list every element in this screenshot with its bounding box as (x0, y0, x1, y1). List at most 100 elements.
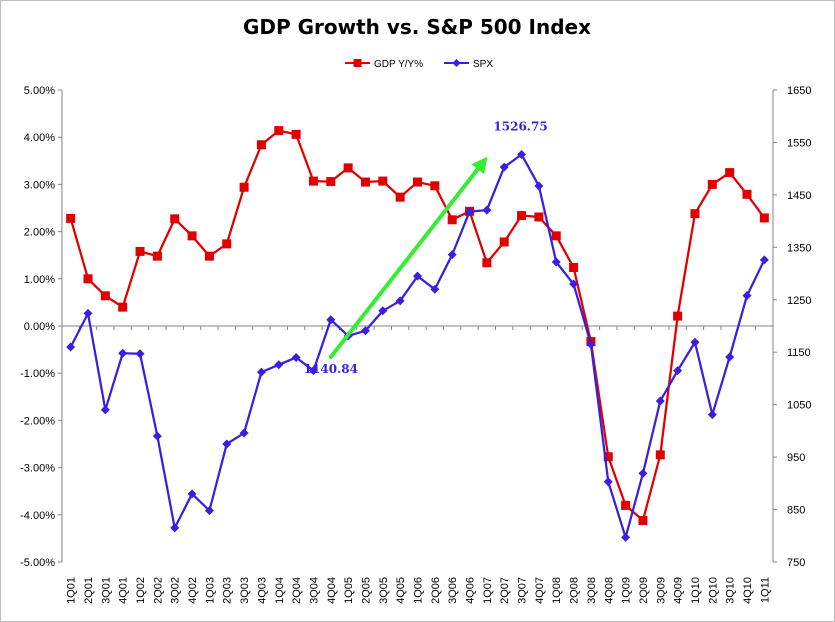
data-point (395, 192, 405, 202)
trend-arrow-line (328, 167, 480, 360)
annotation-label: 1526.75 (493, 120, 547, 134)
data-point (413, 271, 422, 281)
data-point (725, 352, 735, 362)
x-axis-category-label: 4Q02 (187, 577, 199, 604)
x-axis-category-label: 4Q07 (534, 577, 546, 604)
data-point (759, 213, 769, 223)
x-axis-category-label: 1Q03 (204, 577, 216, 604)
x-axis-category-label: 1Q04 (274, 577, 286, 604)
data-point (360, 177, 370, 187)
axes: -5.00% -4.00% -3.00% -2.00% -1.00% 0.00% 1.00%… (20, 85, 811, 604)
data-point (204, 506, 214, 516)
series-layer (66, 126, 769, 542)
data-point (569, 262, 579, 272)
x-axis-category-label: 3Q08 (586, 577, 598, 604)
x-axis-category-label: 2Q05 (360, 577, 372, 604)
x-axis-category-label: 2Q08 (569, 577, 581, 604)
x-axis-category-label: 1Q10 (690, 577, 702, 604)
x-axis-category-label: 4Q09 (673, 577, 685, 604)
data-point (378, 306, 388, 316)
data-point (152, 251, 162, 261)
data-point (170, 214, 180, 224)
data-point (690, 209, 700, 219)
x-axis-category-label: 1Q01 (66, 577, 78, 604)
data-point (308, 176, 318, 186)
legend-swatch-marker (452, 59, 461, 67)
data-point (586, 339, 596, 349)
data-point (66, 342, 76, 352)
x-axis-category-label: 3Q04 (308, 577, 320, 604)
data-point (690, 337, 700, 347)
data-point (655, 450, 665, 460)
right-axis-tick-label: 1350 (787, 242, 811, 254)
data-point (742, 291, 752, 301)
x-axis-category-label: 3Q02 (170, 577, 182, 604)
data-point (308, 366, 318, 376)
x-axis-category-label: 2Q04 (291, 577, 303, 604)
data-point (291, 129, 301, 139)
data-point (499, 237, 509, 247)
x-axis-category-label: 1Q06 (413, 577, 425, 604)
data-point (638, 515, 648, 525)
data-point (256, 140, 266, 150)
annotation-label: 1140.84 (304, 362, 358, 376)
data-point (222, 439, 232, 449)
x-axis-category-label: 4Q03 (256, 577, 268, 604)
x-axis-category-label: 1Q05 (343, 577, 355, 604)
legend-label: GDP Y/Y% (374, 59, 423, 70)
x-axis-category-label: 2Q09 (638, 577, 650, 604)
x-axis-category-label: 2Q07 (499, 577, 511, 604)
data-point (239, 182, 249, 192)
x-axis-category-label: 2Q06 (430, 577, 442, 604)
data-point (118, 302, 128, 312)
data-point (239, 428, 249, 438)
data-point (534, 181, 544, 191)
x-axis-category-label: 4Q06 (465, 577, 477, 604)
right-axis-tick-label: 1250 (787, 295, 811, 307)
left-axis-tick-label: 0.00% (24, 321, 55, 333)
data-point (759, 255, 769, 265)
left-axis-tick-label: -4.00% (20, 510, 55, 522)
x-axis-category-label: 4Q05 (395, 577, 407, 604)
data-point (482, 258, 492, 268)
right-axis-tick-label: 1650 (787, 85, 811, 97)
left-axis-tick-label: -2.00% (20, 415, 55, 427)
left-axis-tick-label: -5.00% (20, 557, 55, 569)
data-point (569, 279, 579, 289)
legend-label: SPX (473, 59, 493, 70)
left-axis-tick-label: 2.00% (24, 227, 55, 239)
data-point (343, 163, 353, 173)
x-axis-category-label: 4Q08 (603, 577, 615, 604)
data-point (360, 326, 370, 336)
data-point (551, 231, 561, 241)
data-point (742, 189, 752, 199)
left-axis-tick-label: 1.00% (24, 274, 55, 286)
data-point (395, 296, 405, 306)
data-point (100, 291, 110, 301)
x-axis-category-label: 1Q09 (621, 577, 633, 604)
right-axis-tick-label: 1050 (787, 400, 811, 412)
data-point (603, 477, 613, 487)
data-point (222, 239, 232, 249)
data-point (517, 211, 527, 221)
data-point (465, 207, 475, 217)
data-point (187, 489, 197, 499)
data-point (135, 349, 145, 359)
data-point (673, 311, 683, 321)
data-point (274, 126, 284, 136)
data-point (534, 212, 544, 222)
data-point (482, 205, 492, 215)
data-point (499, 162, 509, 172)
x-axis-category-label: 4Q01 (118, 577, 130, 604)
data-point (274, 360, 284, 370)
x-axis-category-label: 1Q02 (135, 577, 147, 604)
data-point (152, 431, 162, 441)
data-point (170, 523, 180, 533)
left-axis-tick-label: 3.00% (24, 179, 55, 191)
left-axis-tick-label: 5.00% (24, 85, 55, 97)
data-point (638, 468, 648, 478)
left-axis-tick-label: -3.00% (20, 463, 55, 475)
data-point (551, 257, 561, 267)
